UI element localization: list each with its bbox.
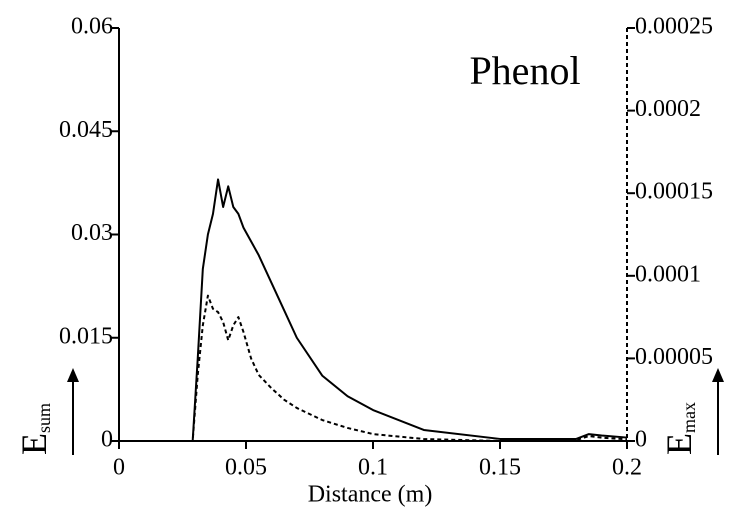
y-arrow-head [67, 368, 79, 382]
y-tick-label: 0.045 [59, 117, 113, 143]
y2-tick-label: 0 [635, 427, 647, 453]
series-line [119, 178, 628, 442]
x-tick-label: 0.1 [358, 455, 388, 481]
y2-axis-label-sub: max [679, 402, 699, 433]
y2-axis-label: Emax [659, 402, 699, 455]
y2-tick-label: 0.00015 [635, 179, 713, 205]
y-tick-label: 0.06 [71, 14, 113, 40]
y2-tick-label: 0.0001 [635, 261, 701, 287]
y2-tick-label: 0.00025 [635, 14, 713, 40]
y-axis-label: Esum [14, 403, 54, 455]
x-tick-label: 0 [113, 455, 125, 481]
y2-axis-label-main: E [659, 433, 699, 455]
series-line [119, 294, 628, 442]
y-axis-label-main: E [14, 433, 54, 455]
x-tick-label: 0.2 [612, 455, 642, 481]
annotation: Phenol [469, 48, 580, 93]
y-tick-label: 0.015 [59, 323, 113, 349]
y-tick-label: 0.03 [71, 220, 113, 246]
y2-arrow-head [712, 368, 724, 382]
y2-tick-label: 0.0002 [635, 96, 701, 122]
y-axis-label-sub: sum [34, 403, 54, 433]
x-tick-label: 0.15 [479, 455, 521, 481]
x-tick-label: 0.05 [225, 455, 267, 481]
x-axis-label: Distance (m) [308, 482, 433, 508]
y-tick-label: 0 [101, 427, 113, 453]
y2-tick-label: 0.00005 [635, 344, 713, 370]
